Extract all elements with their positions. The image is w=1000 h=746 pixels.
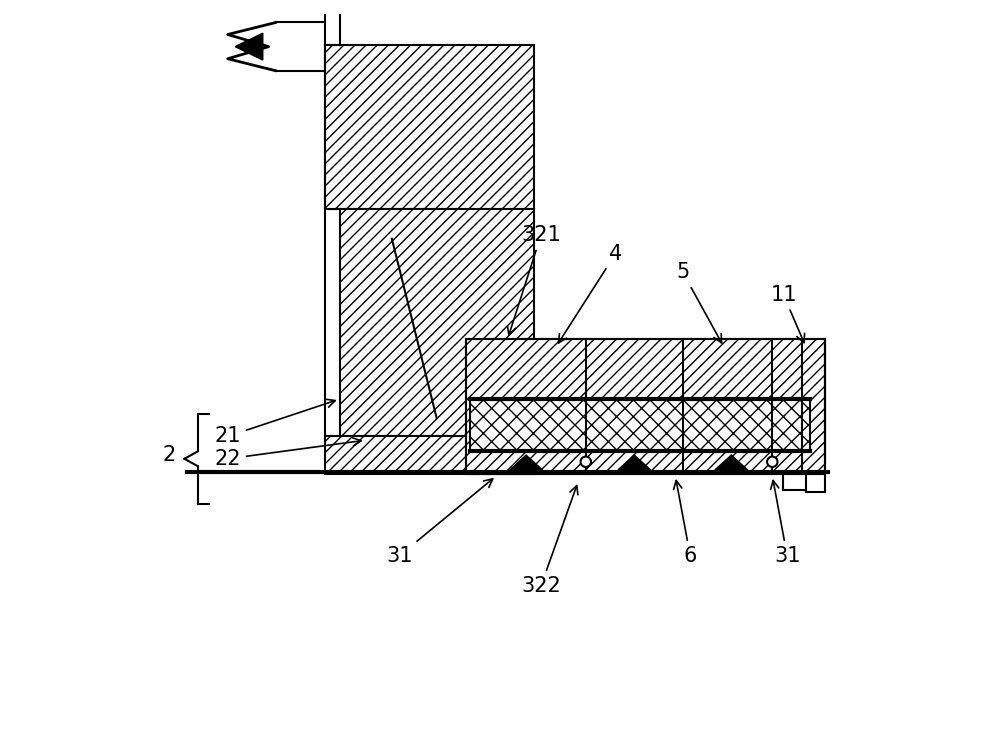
Bar: [325, 45, 534, 209]
Text: 6: 6: [674, 480, 697, 565]
Polygon shape: [715, 455, 748, 470]
Bar: [470, 399, 810, 451]
Bar: [340, 209, 534, 436]
Text: 21: 21: [214, 399, 335, 446]
Text: 4: 4: [558, 244, 622, 343]
Polygon shape: [510, 455, 543, 470]
Text: 31: 31: [386, 479, 493, 565]
Bar: [466, 339, 825, 474]
Bar: [466, 339, 825, 474]
Bar: [470, 399, 810, 451]
Polygon shape: [235, 33, 263, 60]
Text: 31: 31: [771, 480, 800, 565]
Polygon shape: [618, 455, 651, 470]
Text: 321: 321: [507, 225, 561, 335]
Text: 5: 5: [676, 263, 722, 343]
Circle shape: [581, 457, 591, 467]
Text: 11: 11: [770, 285, 805, 342]
Text: 2: 2: [163, 445, 176, 465]
Text: 322: 322: [521, 486, 578, 595]
Text: 22: 22: [214, 438, 361, 468]
Circle shape: [767, 457, 778, 467]
Bar: [325, 436, 534, 474]
